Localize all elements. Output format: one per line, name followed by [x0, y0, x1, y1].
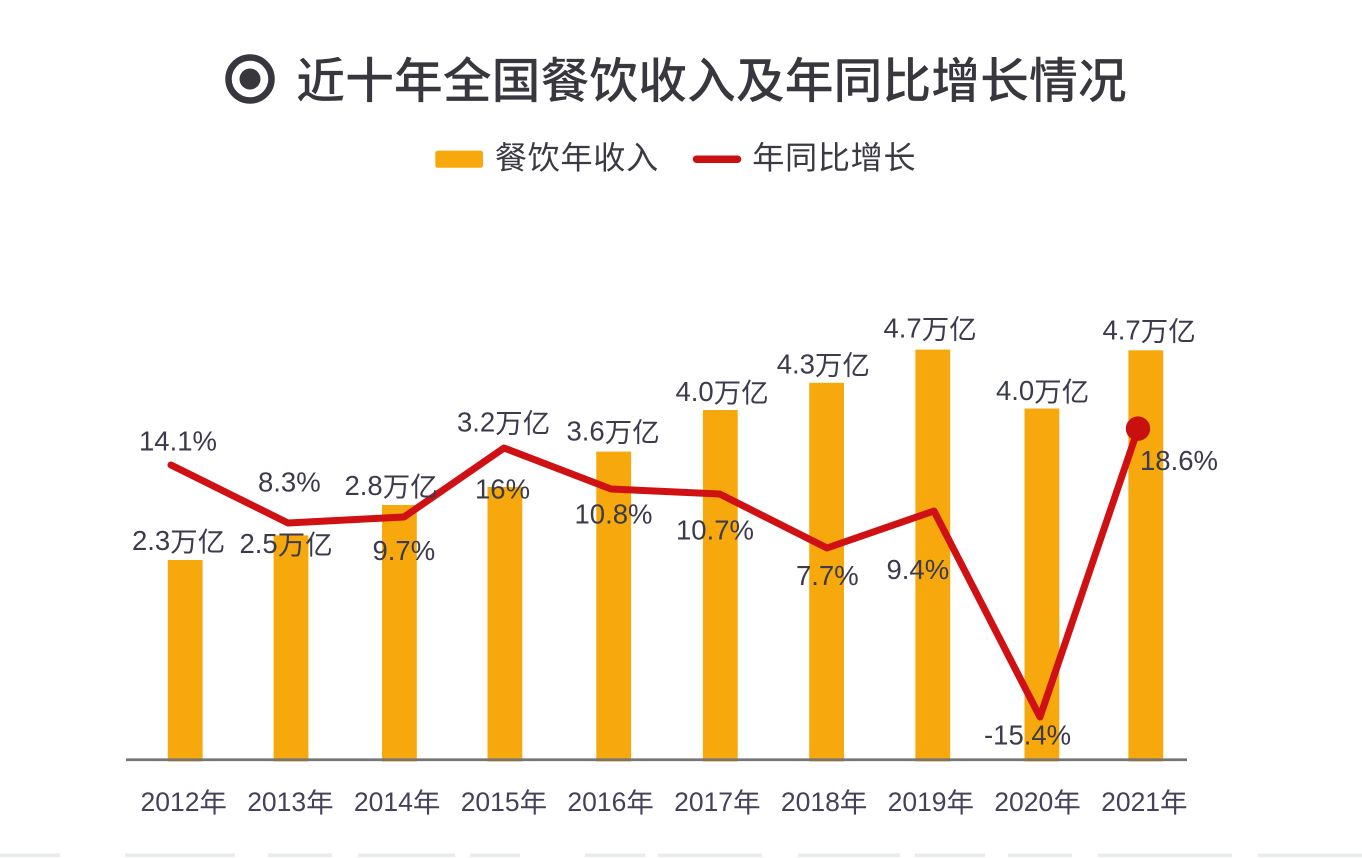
svg-text:10.8%: 10.8%: [575, 499, 653, 530]
svg-text:2012: 2012: [141, 787, 200, 817]
svg-text:9.7%: 9.7%: [373, 535, 436, 566]
svg-text:9.4%: 9.4%: [887, 554, 950, 585]
svg-text:2.5: 2.5: [240, 528, 278, 559]
svg-text:16%: 16%: [475, 474, 530, 505]
svg-text:2016: 2016: [567, 787, 626, 817]
svg-text:2013: 2013: [247, 787, 306, 817]
svg-text:2018: 2018: [781, 787, 840, 817]
svg-text:4.7: 4.7: [884, 313, 922, 344]
svg-text:2020: 2020: [994, 787, 1053, 817]
svg-text:2.3: 2.3: [132, 525, 170, 556]
svg-text:4.3: 4.3: [777, 349, 815, 380]
svg-text:2019: 2019: [888, 787, 947, 817]
svg-text:8.3%: 8.3%: [258, 467, 321, 498]
svg-text:3.6: 3.6: [567, 416, 605, 447]
svg-text:2015: 2015: [461, 787, 520, 817]
svg-text:10.7%: 10.7%: [676, 515, 754, 546]
svg-text:3.2: 3.2: [457, 407, 495, 438]
svg-text:2021: 2021: [1101, 787, 1160, 817]
svg-text:7.7%: 7.7%: [796, 560, 859, 591]
svg-text:2014: 2014: [354, 787, 413, 817]
svg-text:4.7: 4.7: [1103, 315, 1141, 346]
svg-text:18.6%: 18.6%: [1140, 445, 1218, 476]
svg-text:4.0: 4.0: [996, 375, 1034, 406]
svg-text:2.8: 2.8: [345, 470, 383, 501]
svg-text:2017: 2017: [674, 787, 733, 817]
svg-text:-15.4%: -15.4%: [984, 720, 1071, 751]
svg-text:4.0: 4.0: [676, 376, 714, 407]
svg-text:14.1%: 14.1%: [139, 426, 217, 457]
